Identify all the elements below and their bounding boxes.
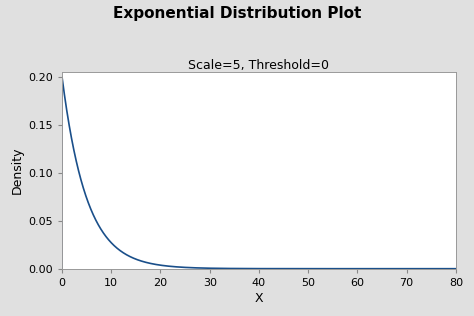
Y-axis label: Density: Density (11, 147, 24, 194)
X-axis label: X: X (255, 292, 263, 305)
Title: Scale=5, Threshold=0: Scale=5, Threshold=0 (189, 59, 329, 72)
Text: Exponential Distribution Plot: Exponential Distribution Plot (113, 6, 361, 21)
